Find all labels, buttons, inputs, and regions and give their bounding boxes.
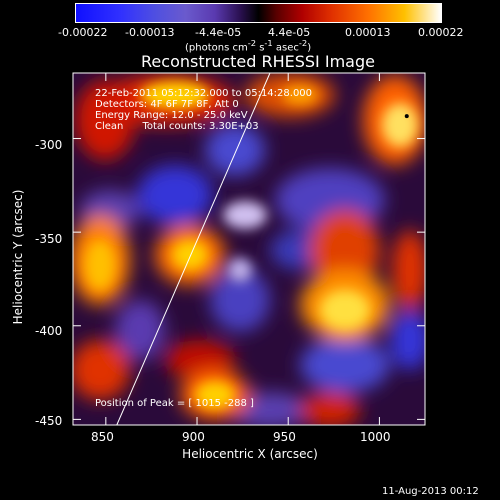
colorbar-tick: 4.4e-05 (268, 26, 311, 39)
colorbar-tick: -4.4e-05 (195, 26, 242, 39)
y-tick-label: -450 (35, 414, 63, 428)
colorbar-units: (photons cm-2 s-1 asec-2) (185, 38, 312, 54)
x-tick-label: 850 (91, 430, 114, 444)
info-energy: Energy Range: 12.0 - 25.0 keV (95, 110, 248, 121)
info-counts: Clean Total counts: 3.30E+03 (95, 121, 259, 132)
colorbar-tick: -0.00022 (58, 26, 108, 39)
image-title: Reconstructed RHESSI Image (141, 52, 375, 71)
y-tick-label: -400 (35, 324, 63, 338)
axis-ticks (73, 73, 425, 425)
colorbar-tick: -0.00013 (125, 26, 175, 39)
colorbar-tick: 0.00013 (345, 26, 391, 39)
y-tick-label: -300 (35, 138, 63, 152)
plot-frame (72, 72, 426, 426)
colorbar-tick: 0.00022 (418, 26, 464, 39)
peak-marker (404, 114, 409, 119)
info-time: 22-Feb-2011 05:12:32.000 to 05:14:28.000 (95, 88, 313, 99)
y-tick-label: -350 (35, 232, 63, 246)
peak-position: Position of Peak = [ 1015 -288 ] (95, 398, 254, 409)
x-tick-label: 950 (273, 430, 296, 444)
x-tick-label: 1000 (360, 430, 391, 444)
y-axis-label: Heliocentric Y (arcsec) (11, 189, 25, 325)
peak-dot (404, 114, 409, 119)
info-detectors: Detectors: 4F 6F 7F 8F, Att 0 (95, 99, 239, 110)
x-axis-label: Heliocentric X (arcsec) (182, 447, 318, 461)
x-tick-label: 900 (182, 430, 205, 444)
heatmap (73, 73, 425, 425)
colorbar (75, 3, 442, 23)
solar-limb-line (116, 72, 271, 426)
footer-date: 11-Aug-2013 00:12 (382, 486, 479, 497)
